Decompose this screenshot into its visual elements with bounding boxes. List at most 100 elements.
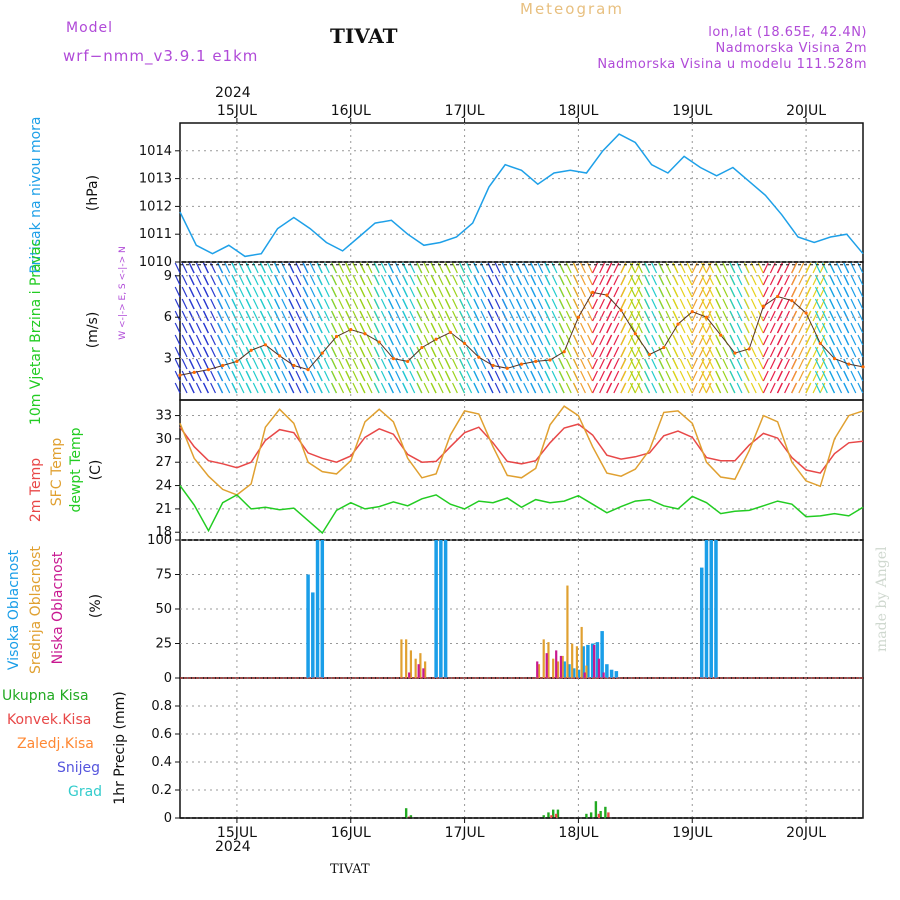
wind-barb xyxy=(729,262,736,274)
wind-barb xyxy=(620,370,627,382)
wind-barb xyxy=(701,382,708,394)
wind-barb xyxy=(708,298,715,310)
wind-barb xyxy=(402,334,409,346)
wind-barb xyxy=(395,310,401,322)
precip-bar-0 xyxy=(552,809,555,818)
wind-barb xyxy=(613,322,620,334)
wind-barb xyxy=(494,274,501,286)
wind-barb xyxy=(181,382,188,394)
wind-barb xyxy=(629,346,636,358)
wind-barb xyxy=(316,310,323,322)
wind-barb xyxy=(373,298,380,310)
wind-barb xyxy=(798,382,805,394)
cloud-bar-0 xyxy=(315,540,320,678)
wind-barb xyxy=(743,322,750,334)
wind-barb xyxy=(805,322,812,334)
wind-barb xyxy=(651,262,658,274)
wind-barb xyxy=(452,286,458,298)
wind-barb xyxy=(736,286,743,298)
wind-barb xyxy=(352,274,359,286)
wind-barb xyxy=(309,274,316,286)
wind-barb xyxy=(402,286,409,298)
wind-barb xyxy=(672,370,679,382)
wind-barb xyxy=(530,382,537,394)
cloud-bar-2 xyxy=(555,650,558,678)
wind-barb xyxy=(580,346,586,358)
wind-barb xyxy=(701,274,708,286)
wind-barb xyxy=(729,358,736,370)
wind-barb xyxy=(331,358,338,370)
wind-barb xyxy=(267,286,273,298)
wind-barb xyxy=(587,286,593,298)
wind-barb xyxy=(573,274,579,286)
wind-barb xyxy=(705,346,712,358)
wind-barb xyxy=(814,274,821,286)
cloud-bar-1 xyxy=(566,585,569,678)
wind-barb xyxy=(452,334,458,346)
wind-barb xyxy=(551,322,558,334)
wind-barb xyxy=(494,262,501,274)
day-label-top: 17JUL xyxy=(445,103,485,119)
wind-barb xyxy=(338,358,345,370)
wind-barb xyxy=(658,322,665,334)
wind-barb xyxy=(762,262,769,274)
wind-barb xyxy=(238,346,245,358)
wind-barb xyxy=(658,286,665,298)
wind-barb xyxy=(516,298,523,310)
wind-barb xyxy=(288,322,295,334)
wind-barb xyxy=(729,322,736,334)
wind-barb xyxy=(821,322,828,334)
wind-barb xyxy=(705,274,712,286)
panel-frame-precip xyxy=(179,677,864,819)
wind-barb xyxy=(501,346,508,358)
wind-barb xyxy=(573,382,579,394)
wind-barb xyxy=(252,334,259,346)
wind-barb xyxy=(729,274,736,286)
cloud-bar-0 xyxy=(581,646,585,678)
wind-barb xyxy=(388,310,394,322)
wind-barb xyxy=(252,298,259,310)
wind-barb xyxy=(658,274,665,286)
wind-barb xyxy=(331,370,338,382)
wind-barb xyxy=(762,370,769,382)
cloud-bar-0 xyxy=(590,643,595,678)
wind-barb xyxy=(686,262,693,274)
wind-barb xyxy=(580,358,586,370)
wind-barb xyxy=(494,286,501,298)
cloud-bar-0 xyxy=(586,644,590,678)
temperature-tick-label: 27 xyxy=(155,455,172,470)
wind-barb xyxy=(530,370,537,382)
wind-barb xyxy=(231,286,238,298)
wind-barb xyxy=(373,346,380,358)
wind-barb xyxy=(769,334,776,346)
wind-barb xyxy=(174,370,181,382)
wind-barb xyxy=(558,358,565,370)
wind-barb xyxy=(592,382,598,394)
wind-barb xyxy=(316,334,323,346)
wind-barb xyxy=(345,334,352,346)
wind-barb xyxy=(245,322,252,334)
cloud-bar-1 xyxy=(552,658,555,678)
precip-bar-0 xyxy=(556,809,560,818)
wind-barb xyxy=(836,382,843,394)
wind-barb xyxy=(302,274,309,286)
wind-barb xyxy=(523,334,530,346)
wind-barb xyxy=(203,346,209,358)
wind-barb xyxy=(281,370,288,382)
wind-barb xyxy=(487,370,494,382)
wind-barb xyxy=(195,298,202,310)
wind-barb xyxy=(580,298,586,310)
wind-barb xyxy=(743,370,750,382)
wind-barb xyxy=(829,370,836,382)
wind-barb xyxy=(686,358,693,370)
wind-barb xyxy=(686,334,693,346)
cloud-tick-label: 75 xyxy=(155,568,172,583)
wind-barb xyxy=(777,310,783,322)
wind-barb xyxy=(224,298,231,310)
wind-barb xyxy=(409,370,416,382)
wind-barb xyxy=(587,382,593,394)
wind-barb xyxy=(843,298,850,310)
wind-barb xyxy=(366,322,373,334)
wind-barb xyxy=(715,382,722,394)
wind-barb xyxy=(203,274,209,286)
